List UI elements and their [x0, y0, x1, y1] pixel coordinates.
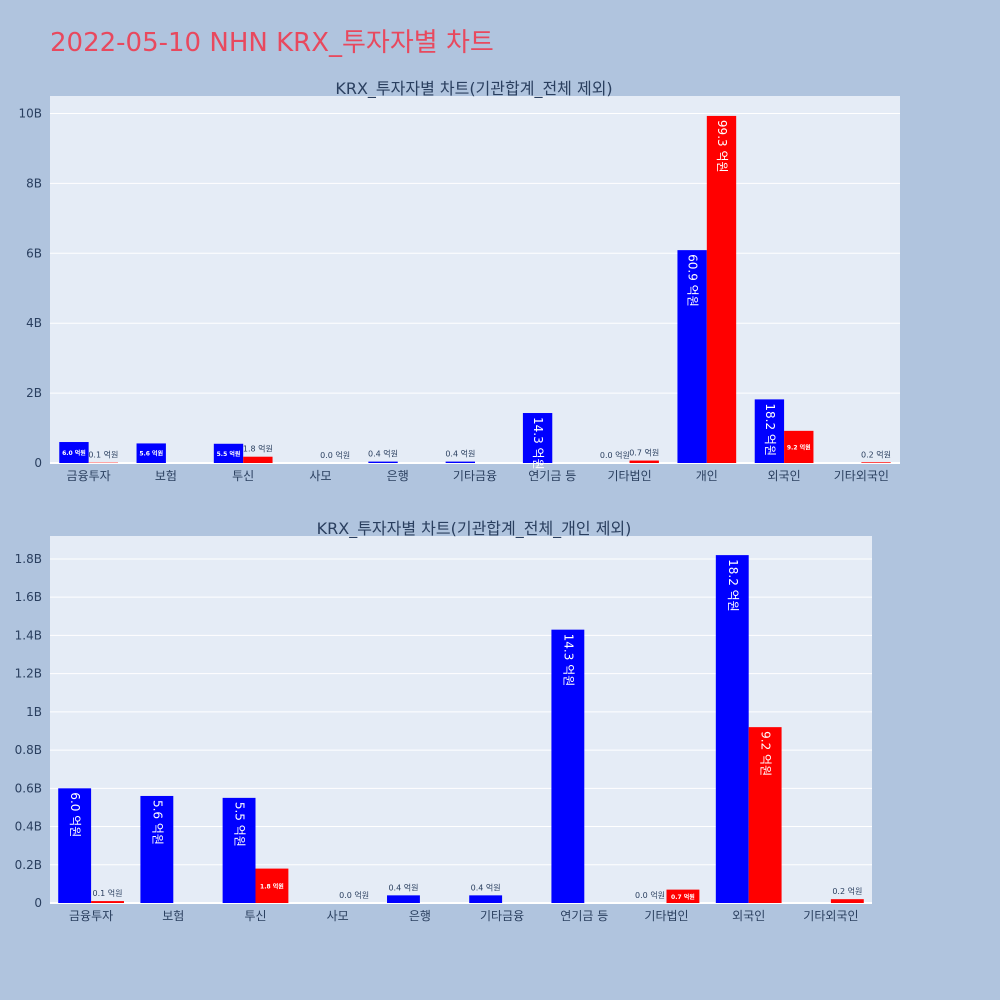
buy-data-label: 18.2 억원: [763, 403, 777, 456]
chart-title: KRX_투자자별 차트(기관합계_전체_개인 제외): [317, 519, 632, 539]
buy-bar: [754, 399, 785, 463]
sell-data-label: 1.8 억원: [243, 444, 273, 454]
sell-data-label: 0.0 억원: [339, 890, 369, 900]
buy-data-label: 5.5 억원: [217, 450, 241, 458]
sell-bar: [861, 462, 891, 463]
x-tick-label: 개인: [696, 469, 718, 483]
sell-bar: [706, 115, 737, 464]
buy-bar: [522, 413, 553, 463]
x-tick-label: 보험: [162, 909, 184, 923]
chart-title: KRX_투자자별 차트(기관합계_전체 제외): [335, 79, 612, 99]
sell-data-label: 1.8 억원: [260, 882, 284, 890]
sell-data-label: 0.1 억원: [88, 450, 118, 460]
x-tick-label: 사모: [309, 469, 331, 483]
x-tick-label: 기타외국인: [834, 469, 889, 483]
sell-data-label: 9.2 억원: [759, 731, 773, 776]
sell-bar: [629, 460, 659, 463]
buy-bar: [551, 629, 585, 903]
buy-data-label: 5.5 억원: [233, 802, 247, 847]
y-tick-label: 0.8B: [15, 743, 42, 757]
y-tick-label: 2B: [26, 386, 42, 400]
y-tick-label: 4B: [26, 316, 42, 330]
buy-bar: [59, 442, 89, 463]
buy-data-label: 18.2 억원: [726, 559, 740, 612]
buy-data-label: 6.0 억원: [68, 792, 82, 837]
x-tick-label: 연기금 등: [528, 469, 576, 483]
sell-data-label: 0.2 억원: [832, 886, 862, 896]
buy-data-label: 6.0 억원: [62, 449, 86, 457]
x-tick-label: 금융투자: [69, 909, 113, 923]
x-tick-label: 기타법인: [644, 909, 688, 923]
buy-bar: [140, 795, 174, 903]
buy-bar: [445, 461, 475, 463]
sell-data-label: 0.7 억원: [671, 893, 695, 901]
sell-bar: [255, 868, 289, 903]
buy-bar: [677, 250, 707, 463]
x-tick-label: 외국인: [732, 909, 765, 923]
buy-bar: [222, 797, 256, 903]
y-tick-label: 1.8B: [15, 552, 42, 566]
buy-data-label: 0.0 억원: [600, 450, 630, 460]
sell-bar: [748, 727, 782, 903]
x-tick-label: 기타금융: [480, 909, 524, 923]
buy-bar: [136, 443, 166, 463]
x-tick-label: 은행: [387, 468, 409, 483]
buy-data-label: 5.6 억원: [150, 800, 164, 845]
x-tick-label: 기타금융: [453, 469, 497, 483]
y-tick-label: 1B: [26, 705, 42, 719]
x-tick-label: 금융투자: [67, 469, 111, 483]
y-tick-label: 0.2B: [15, 858, 42, 872]
y-tick-label: 0: [34, 456, 42, 470]
sell-bar: [830, 899, 864, 903]
buy-bar: [213, 443, 244, 463]
buy-data-label: 0.4 억원: [388, 882, 418, 892]
x-tick-label: 연기금 등: [560, 909, 608, 923]
sell-bar: [243, 456, 273, 463]
buy-data-label: 60.9 억원: [686, 254, 700, 307]
y-tick-label: 0: [34, 896, 42, 910]
buy-data-label: 0.0 억원: [635, 890, 665, 900]
y-tick-label: 0.6B: [15, 781, 42, 795]
buy-data-label: 14.3 억원: [561, 634, 575, 687]
x-tick-label: 보험: [155, 469, 177, 483]
x-tick-label: 은행: [409, 908, 431, 923]
y-tick-label: 0.4B: [15, 820, 42, 834]
x-tick-label: 투신: [244, 909, 266, 923]
buy-data-label: 0.4 억원: [368, 449, 398, 459]
sell-data-label: 0.1 억원: [93, 888, 123, 898]
y-tick-label: 1.2B: [15, 667, 42, 681]
sell-data-label: 0.2 억원: [861, 449, 891, 459]
buy-bar: [58, 788, 92, 903]
sell-data-label: 0.7 억원: [629, 448, 659, 458]
buy-bar: [387, 895, 420, 903]
sell-data-label: 9.2 억원: [787, 443, 811, 451]
buy-data-label: 0.4 억원: [445, 449, 475, 459]
x-tick-label: 기타법인: [607, 469, 651, 483]
y-tick-label: 6B: [26, 246, 42, 260]
buy-data-label: 14.3 억원: [531, 417, 545, 470]
y-tick-label: 8B: [26, 176, 42, 190]
sell-bar: [91, 901, 124, 903]
buy-data-label: 0.4 억원: [471, 882, 501, 892]
sell-data-label: 99.3 억원: [715, 120, 729, 173]
y-tick-label: 10B: [18, 106, 42, 120]
sell-bar: [784, 430, 814, 463]
page-title: 2022-05-10 NHN KRX_투자자별 차트: [50, 28, 494, 58]
buy-bar: [368, 461, 398, 463]
buy-bar: [469, 895, 503, 903]
sell-bar: [666, 889, 700, 903]
x-tick-label: 투신: [232, 469, 254, 483]
y-tick-label: 1.6B: [15, 590, 42, 604]
x-tick-label: 기타외국인: [803, 909, 858, 923]
sell-data-label: 0.0 억원: [320, 450, 350, 460]
y-tick-label: 1.4B: [15, 628, 42, 642]
x-tick-label: 사모: [327, 909, 349, 923]
x-tick-label: 외국인: [768, 469, 801, 483]
buy-data-label: 5.6 억원: [139, 450, 163, 458]
buy-bar: [715, 555, 749, 903]
